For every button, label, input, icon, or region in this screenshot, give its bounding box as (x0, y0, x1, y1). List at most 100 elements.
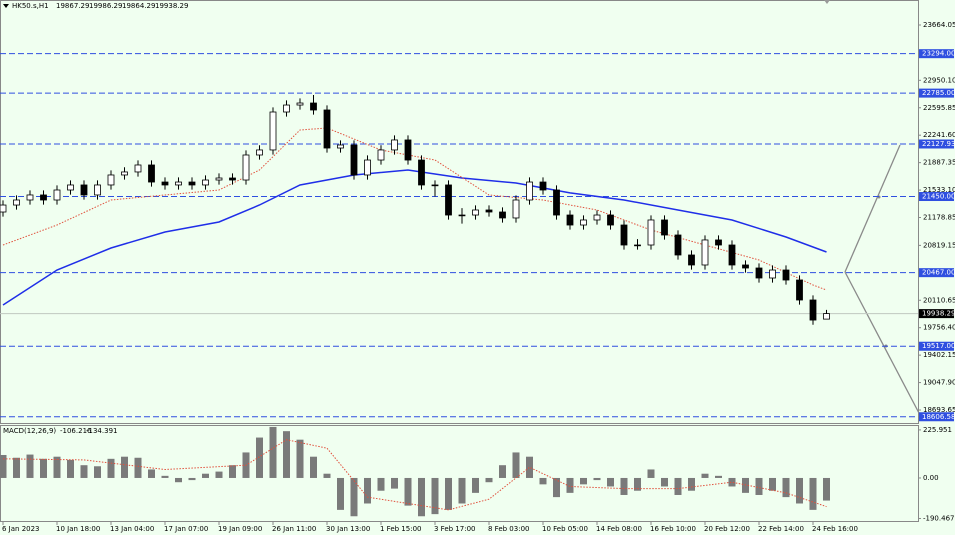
candle-body (350, 144, 358, 176)
candle-body (175, 181, 182, 186)
candle-body (823, 313, 830, 320)
macd-bar (256, 437, 263, 478)
projection-down (844, 271, 921, 416)
candle-body (728, 244, 736, 266)
macd-bar (782, 477, 790, 498)
moving-average (2, 127, 827, 291)
x-tick-label: 17 Jan 07:00 (164, 525, 208, 533)
macd-bar (512, 452, 520, 478)
candle-body (445, 184, 452, 216)
macd-bar (80, 465, 88, 478)
x-tick-label: 3 Feb 17:00 (434, 525, 475, 533)
macd-bar (620, 477, 628, 495)
candle-body (269, 111, 277, 151)
menu-arrow[interactable] (3, 4, 9, 8)
candle-body (80, 184, 88, 196)
x-tick-label: 8 Feb 03:00 (488, 525, 529, 533)
macd-bar (472, 477, 479, 493)
x-tick-label: 14 Feb 08:00 (596, 525, 642, 533)
macd-bar (391, 477, 398, 489)
candle-body (742, 264, 749, 269)
macd-bar (607, 477, 614, 487)
macd-bar (202, 473, 209, 478)
candle-body (310, 102, 317, 111)
macd-bar (67, 459, 74, 478)
x-tick-label: 10 Feb 05:00 (542, 525, 588, 533)
candle-body (553, 189, 560, 216)
x-tick-label: 30 Jan 13:00 (326, 525, 370, 533)
macd-bar (634, 477, 641, 491)
candle-body (809, 299, 817, 321)
candle-body (202, 179, 209, 186)
macd-bar (107, 458, 115, 478)
candle-body (107, 174, 115, 186)
y-tick-label: 21533.10 (923, 186, 955, 194)
macd-value: -106.216 (60, 427, 92, 435)
macd-bar (53, 456, 61, 478)
macd-bar (701, 473, 709, 478)
candle-body (40, 194, 47, 201)
level-label: 21450.00 (922, 193, 955, 201)
macd-title: MACD(12,26,9) (3, 427, 56, 435)
y-tick-label: 225.951 (923, 426, 952, 434)
candle-body (634, 244, 641, 247)
macd-bar (742, 477, 749, 493)
level-label-box (919, 341, 954, 351)
y-tick-label: 22950.10 (923, 76, 955, 84)
candle-body (769, 269, 776, 279)
price-label-box (919, 309, 954, 319)
projection-up (844, 144, 901, 273)
candle-body (323, 109, 331, 149)
macd-bar (161, 475, 169, 478)
y-tick-label: 21178.85 (923, 214, 955, 222)
level-label-box (919, 139, 954, 149)
macd-bar (499, 465, 506, 478)
candle-body (526, 181, 533, 201)
candle-body (229, 177, 236, 181)
ohlc-open: 19867.29 (56, 2, 89, 10)
x-tick-label: 24 Feb 16:00 (812, 525, 858, 533)
macd-signal (2, 439, 827, 511)
macd-bar (188, 477, 196, 481)
symbol-title: HK50.s,H1 (12, 2, 49, 10)
level-label: 19517.00 (922, 342, 955, 350)
macd-bar (566, 477, 574, 493)
macd-bar (175, 477, 182, 483)
macd-bar (458, 477, 466, 504)
candle-body (580, 219, 587, 226)
macd-bar (283, 431, 290, 478)
candle-body (377, 149, 385, 161)
y-tick-label: -190.467 (923, 514, 954, 522)
level-label-box (919, 412, 954, 422)
moving-average (2, 169, 827, 306)
y-tick-label: 22241.60 (923, 131, 955, 139)
candle-body (215, 177, 223, 181)
macd-bar (485, 477, 493, 483)
candle-body (512, 199, 520, 219)
candle-body (94, 184, 101, 196)
macd-bar (121, 456, 128, 478)
y-tick-label: 20110.65 (923, 296, 955, 304)
y-tick-label: 19402.15 (923, 351, 955, 359)
x-tick-label: 20 Feb 12:00 (704, 525, 750, 533)
candle-body (755, 267, 763, 279)
macd-bar (26, 454, 34, 478)
macd-bar (769, 477, 776, 491)
macd-bar (337, 477, 344, 510)
candle-body (782, 269, 790, 281)
macd-bar (296, 439, 304, 478)
candle-body (701, 239, 709, 266)
price-label: 19938.29 (922, 310, 955, 318)
macd-bar (134, 457, 142, 478)
candle-body (283, 104, 290, 113)
level-label: 20467.00 (922, 269, 955, 277)
macd-bar (350, 477, 358, 517)
macd-bar (323, 473, 331, 478)
candle-body (148, 164, 155, 183)
macd-bar (809, 477, 817, 510)
candle-body (26, 194, 34, 201)
macd-bar (539, 477, 547, 485)
candle-body (67, 184, 74, 191)
y-tick-label: 21887.35 (923, 159, 955, 167)
level-label: 22785.00 (922, 89, 955, 97)
